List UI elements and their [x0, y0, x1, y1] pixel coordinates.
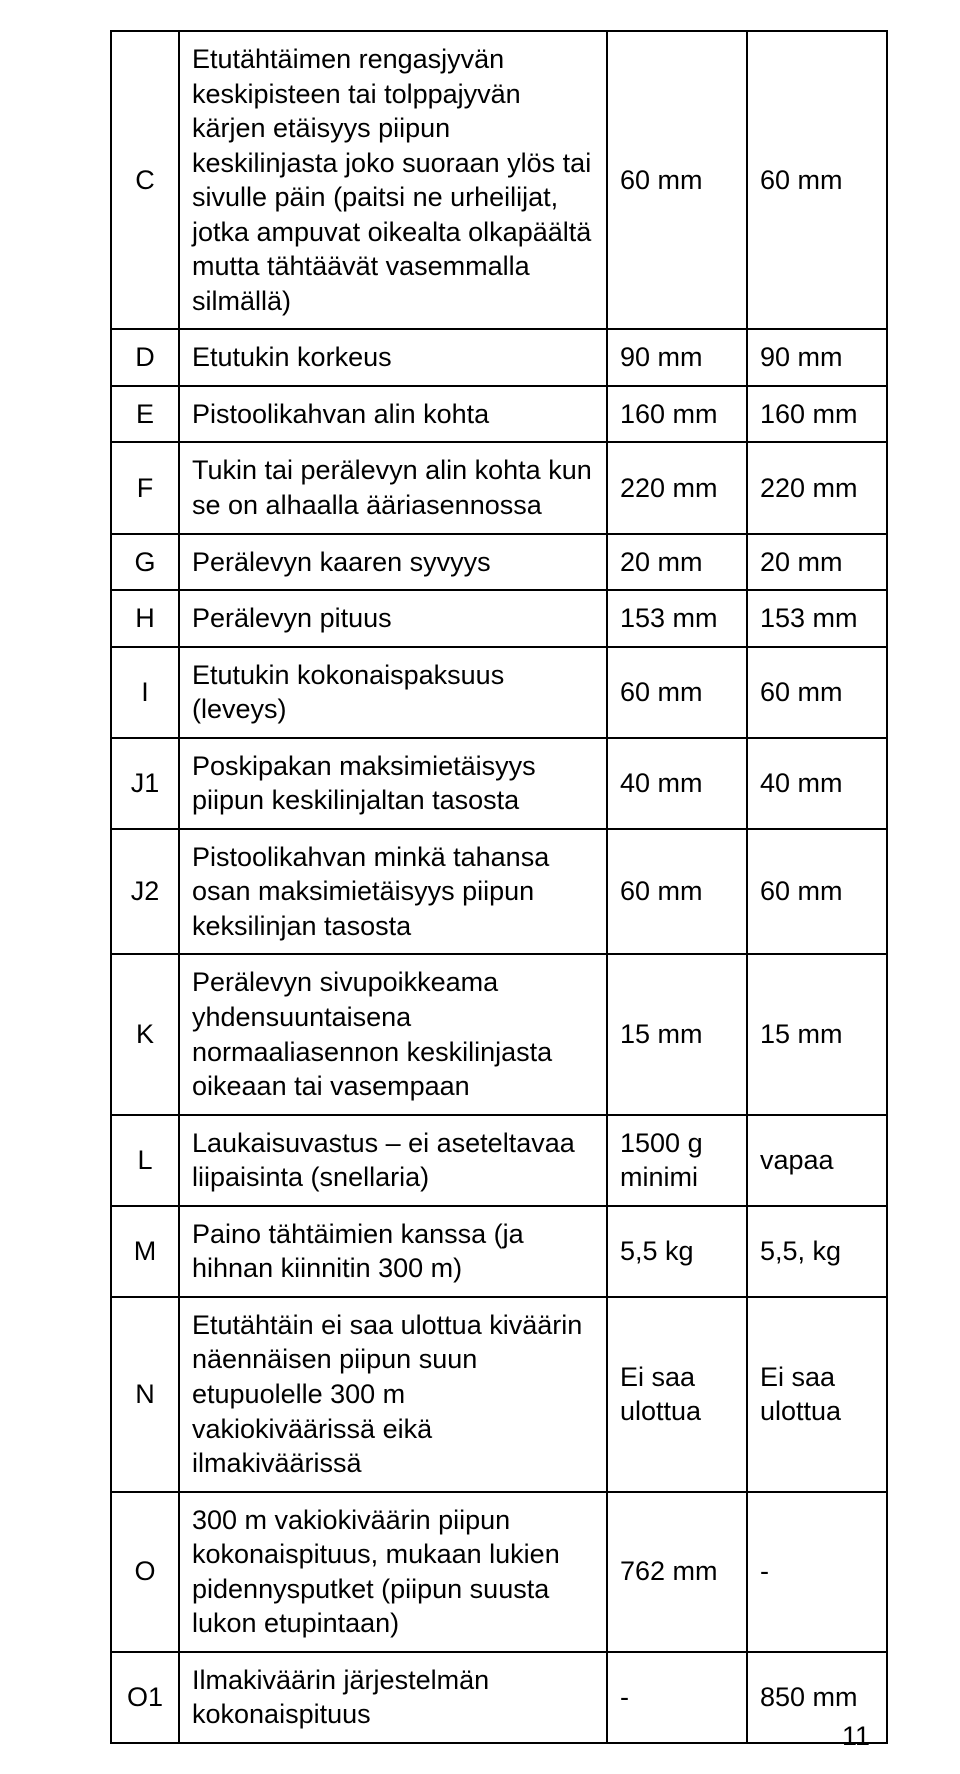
row-label: J2 [111, 829, 179, 955]
row-description: Ilmakiväärin järjestelmän kokonaispituus [179, 1652, 607, 1743]
table-row: J2Pistoolikahvan minkä tahansa osan maks… [111, 829, 887, 955]
row-description: Perälevyn kaaren syvyys [179, 534, 607, 591]
row-value-1: 15 mm [607, 954, 747, 1114]
table-row: MPaino tähtäimien kanssa (ja hihnan kiin… [111, 1206, 887, 1297]
row-value-1: - [607, 1652, 747, 1743]
row-value-2: 153 mm [747, 590, 887, 647]
row-label: D [111, 329, 179, 386]
row-label: K [111, 954, 179, 1114]
row-description: Perälevyn pituus [179, 590, 607, 647]
table-row: LLaukaisuvastus – ei aseteltavaa liipais… [111, 1115, 887, 1206]
row-value-1: 60 mm [607, 31, 747, 329]
row-value-1: 40 mm [607, 738, 747, 829]
row-label: N [111, 1297, 179, 1492]
table-row: KPerälevyn sivupoikkeama yhdensuuntaisen… [111, 954, 887, 1114]
row-value-1: 20 mm [607, 534, 747, 591]
row-value-1: 220 mm [607, 442, 747, 533]
spec-table-body: CEtutähtäimen rengasjyvän keskipisteen t… [111, 31, 887, 1743]
row-value-2: 60 mm [747, 31, 887, 329]
row-value-1: 160 mm [607, 386, 747, 443]
row-value-2: Ei saa ulottua [747, 1297, 887, 1492]
row-label: F [111, 442, 179, 533]
row-description: Perälevyn sivupoikkeama yhdensuuntaisena… [179, 954, 607, 1114]
spec-table: CEtutähtäimen rengasjyvän keskipisteen t… [110, 30, 888, 1744]
row-label: O1 [111, 1652, 179, 1743]
row-description: Etutukin korkeus [179, 329, 607, 386]
table-row: IEtutukin kokonaispaksuus (leveys)60 mm6… [111, 647, 887, 738]
table-row: HPerälevyn pituus153 mm153 mm [111, 590, 887, 647]
row-value-1: 762 mm [607, 1492, 747, 1652]
row-label: C [111, 31, 179, 329]
row-value-2: 90 mm [747, 329, 887, 386]
row-description: Poskipakan maksimietäisyys piipun keskil… [179, 738, 607, 829]
table-row: NEtutähtäin ei saa ulottua kiväärin näen… [111, 1297, 887, 1492]
row-label: L [111, 1115, 179, 1206]
row-value-1: 60 mm [607, 829, 747, 955]
row-value-1: Ei saa ulottua [607, 1297, 747, 1492]
row-value-2: 15 mm [747, 954, 887, 1114]
row-value-2: 160 mm [747, 386, 887, 443]
row-description: Pistoolikahvan alin kohta [179, 386, 607, 443]
row-label: J1 [111, 738, 179, 829]
table-row: EPistoolikahvan alin kohta160 mm160 mm [111, 386, 887, 443]
row-value-1: 90 mm [607, 329, 747, 386]
row-description: Paino tähtäimien kanssa (ja hihnan kiinn… [179, 1206, 607, 1297]
row-label: O [111, 1492, 179, 1652]
row-description: Etutukin kokonaispaksuus (leveys) [179, 647, 607, 738]
row-label: E [111, 386, 179, 443]
table-row: FTukin tai perälevyn alin kohta kun se o… [111, 442, 887, 533]
row-value-1: 5,5 kg [607, 1206, 747, 1297]
table-row: O300 m vakiokiväärin piipun kokonaispitu… [111, 1492, 887, 1652]
row-description: Tukin tai perälevyn alin kohta kun se on… [179, 442, 607, 533]
row-value-2: 40 mm [747, 738, 887, 829]
row-label: I [111, 647, 179, 738]
row-description: Etutähtäin ei saa ulottua kiväärin näenn… [179, 1297, 607, 1492]
table-row: GPerälevyn kaaren syvyys20 mm20 mm [111, 534, 887, 591]
row-value-2: 20 mm [747, 534, 887, 591]
row-value-2: 5,5, kg [747, 1206, 887, 1297]
row-value-2: - [747, 1492, 887, 1652]
page-number: 11 [842, 1721, 870, 1752]
row-value-2: vapaa [747, 1115, 887, 1206]
row-description: Etutähtäimen rengasjyvän keskipisteen ta… [179, 31, 607, 329]
table-row: CEtutähtäimen rengasjyvän keskipisteen t… [111, 31, 887, 329]
table-row: O1Ilmakiväärin järjestelmän kokonaispitu… [111, 1652, 887, 1743]
row-value-1: 1500 g minimi [607, 1115, 747, 1206]
page: CEtutähtäimen rengasjyvän keskipisteen t… [0, 0, 960, 1774]
row-label: M [111, 1206, 179, 1297]
row-label: G [111, 534, 179, 591]
table-row: J1Poskipakan maksimietäisyys piipun kesk… [111, 738, 887, 829]
row-value-1: 60 mm [607, 647, 747, 738]
row-value-2: 60 mm [747, 647, 887, 738]
row-value-2: 60 mm [747, 829, 887, 955]
row-description: Pistoolikahvan minkä tahansa osan maksim… [179, 829, 607, 955]
row-value-2: 220 mm [747, 442, 887, 533]
row-description: 300 m vakiokiväärin piipun kokonaispituu… [179, 1492, 607, 1652]
table-row: DEtutukin korkeus90 mm90 mm [111, 329, 887, 386]
row-description: Laukaisuvastus – ei aseteltavaa liipaisi… [179, 1115, 607, 1206]
row-label: H [111, 590, 179, 647]
row-value-1: 153 mm [607, 590, 747, 647]
